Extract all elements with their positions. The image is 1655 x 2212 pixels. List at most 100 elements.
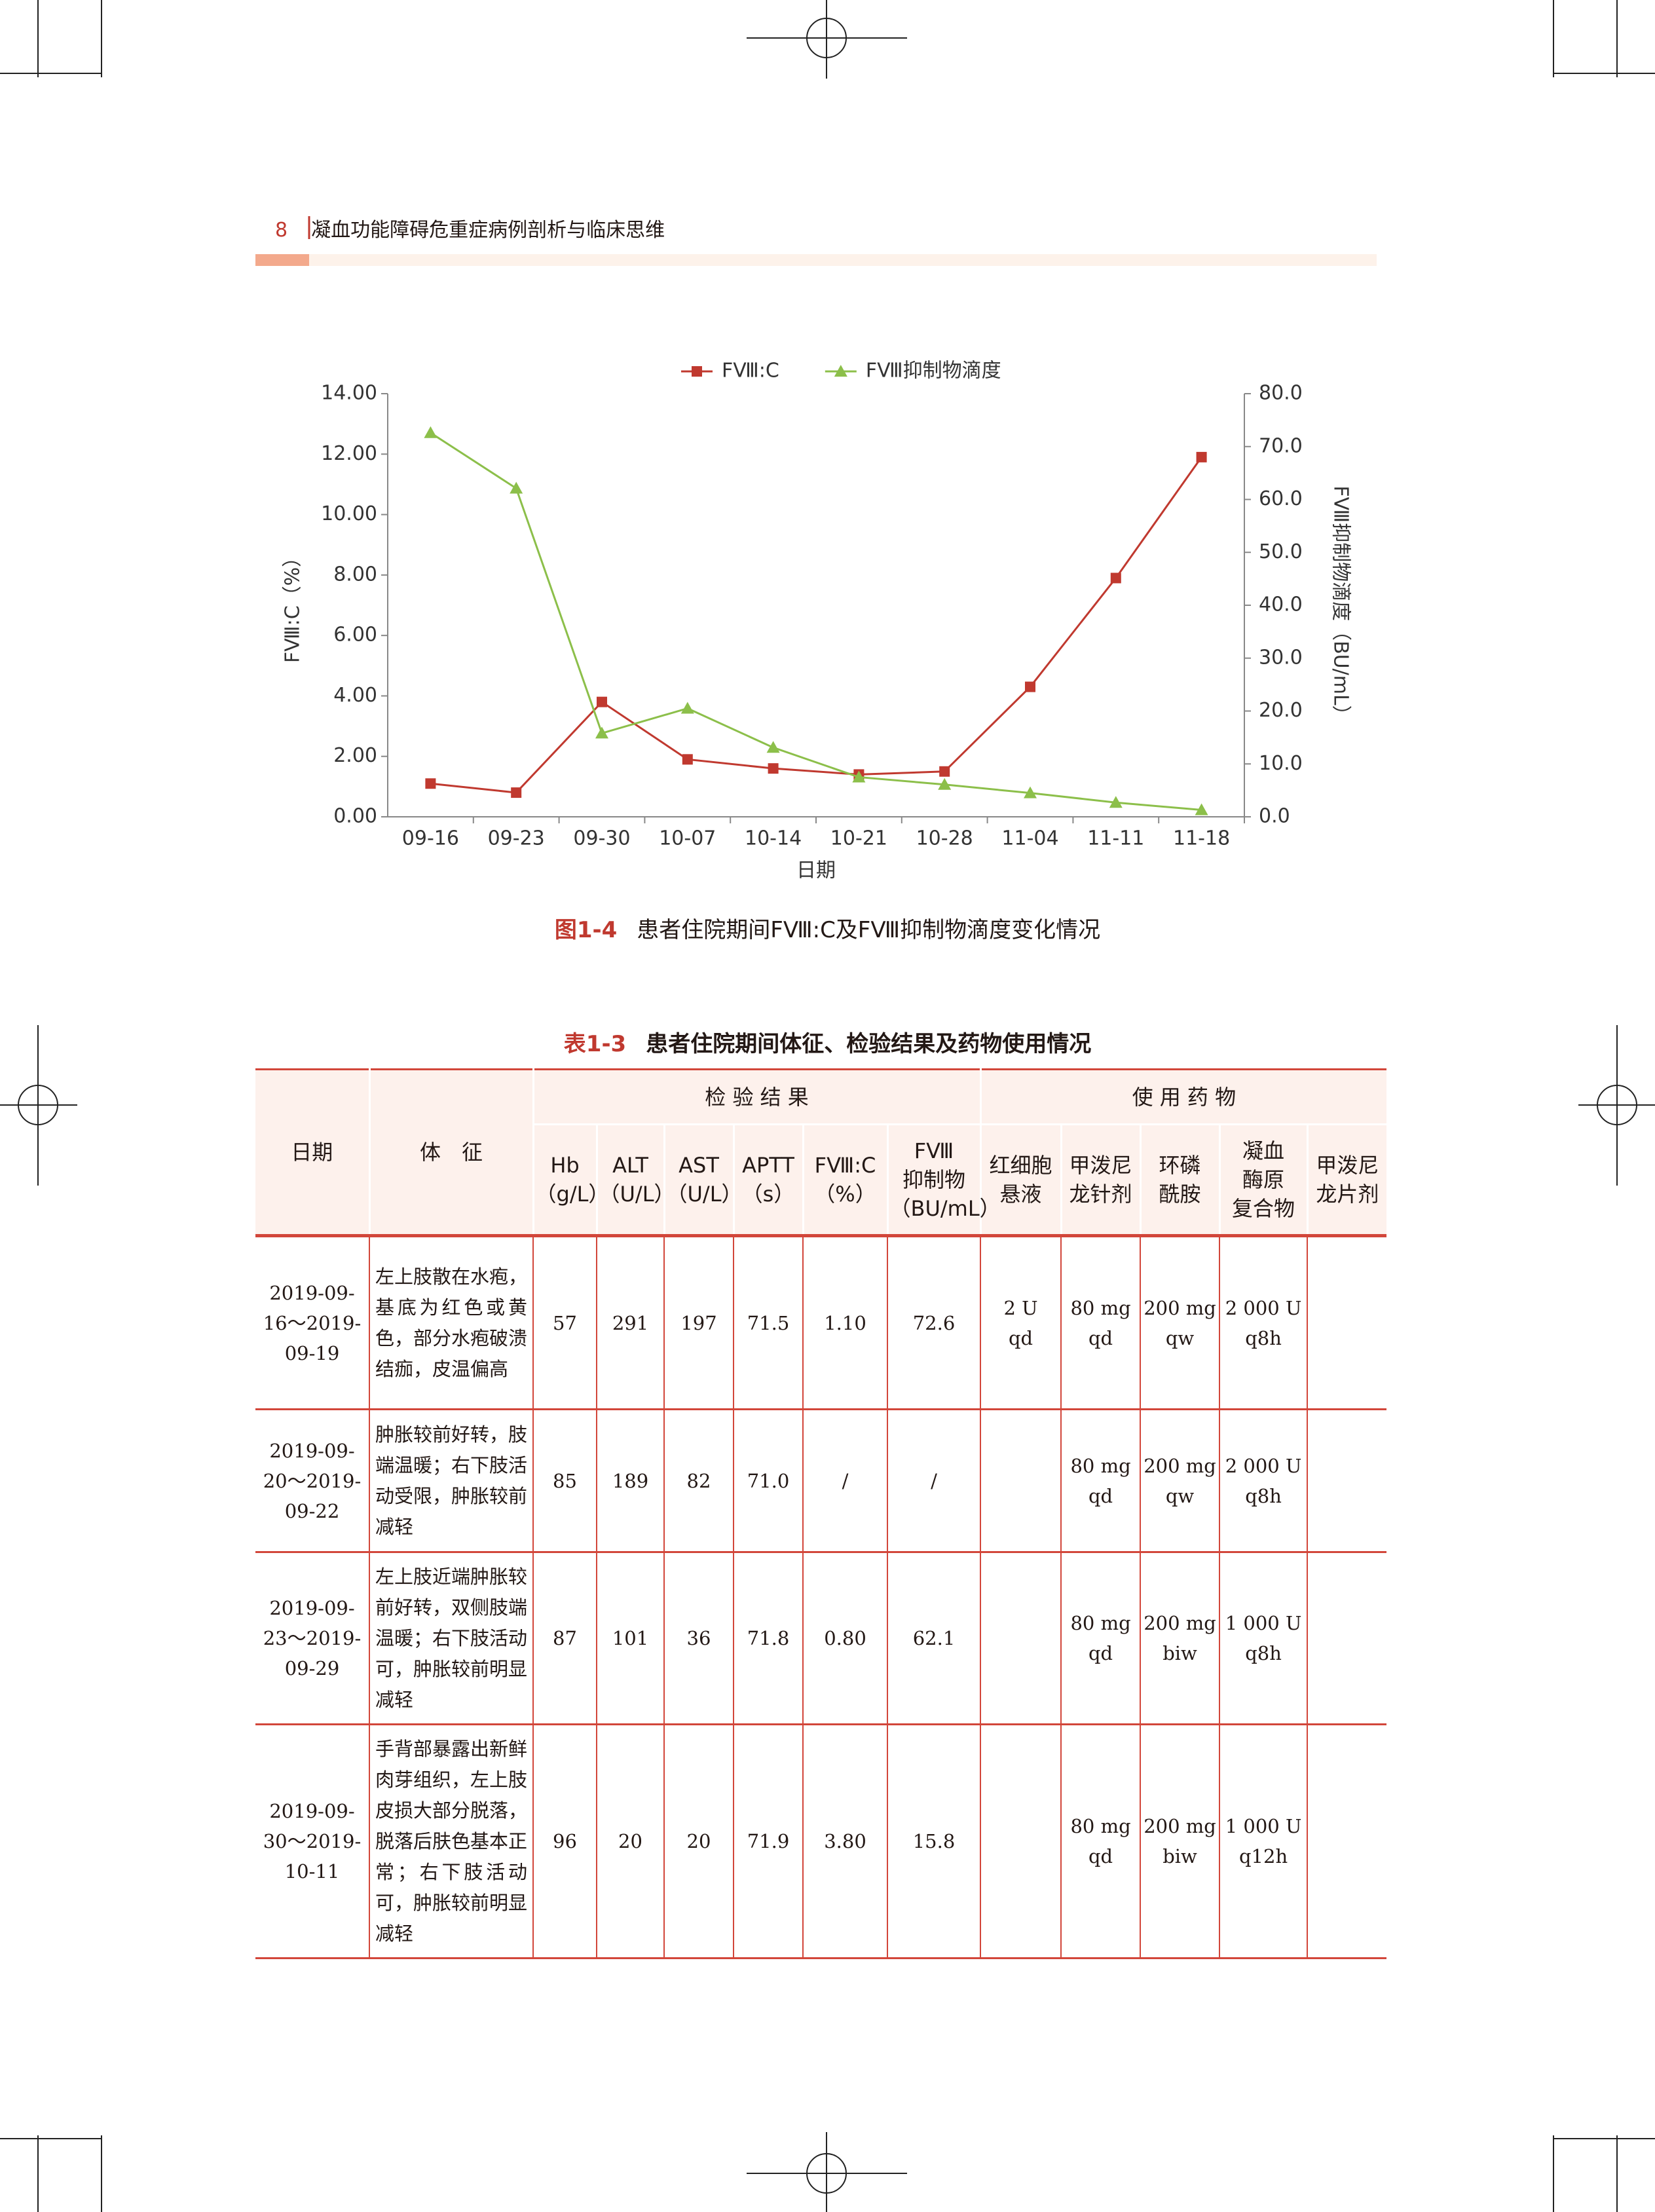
y2-tick-label: 0.0 — [1259, 805, 1290, 828]
table-cell: 2019-09-16～2019-09-19 — [255, 1235, 369, 1410]
x-tick-label: 11-18 — [1173, 827, 1230, 850]
table-cell: 80 mg qd — [1060, 1552, 1141, 1725]
legend-label: FⅧ:C — [722, 360, 779, 383]
table-cell: 肿胀较前好转，肢端温暖；右下肢活动受限，肿胀较前减轻 — [369, 1409, 533, 1553]
table-cell: 左上肢近端肿胀较前好转，双侧肢端温暖；右下肢活动可，肿胀较前明显减轻 — [369, 1552, 533, 1725]
y2-tick-label: 50.0 — [1259, 540, 1303, 563]
y-tick-label: 6.00 — [333, 624, 377, 647]
table-cell: 80 mg qd — [1060, 1409, 1141, 1553]
data-point — [682, 754, 693, 765]
table-cell: 85 — [532, 1409, 597, 1553]
table-cell: / — [886, 1409, 981, 1553]
column-header: 体 征 — [368, 1068, 534, 1237]
table-cell: 200 mg qw — [1140, 1235, 1220, 1410]
x-axis-label: 日期 — [796, 859, 836, 882]
y2-tick-label: 40.0 — [1259, 593, 1303, 616]
x-tick-label: 10-14 — [745, 827, 802, 850]
column-header: 凝血 酶原 复合物 — [1218, 1124, 1309, 1237]
series-line — [430, 457, 1202, 794]
data-point — [424, 426, 437, 438]
table-cell: 0.80 — [802, 1552, 887, 1725]
x-tick-label: 11-04 — [1001, 827, 1058, 850]
data-point — [1025, 681, 1035, 692]
table-cell: 3.80 — [802, 1724, 887, 1959]
y2-tick-label: 60.0 — [1259, 487, 1303, 510]
column-header: FⅧ:C （%） — [802, 1124, 889, 1237]
column-header: 日期 — [255, 1068, 371, 1237]
y-tick-label: 4.00 — [333, 684, 377, 707]
x-tick-label: 11-11 — [1087, 827, 1144, 850]
figure-caption: 图1-4 患者住院期间FⅧ:C及FⅧ抑制物滴度变化情况 — [0, 912, 1655, 944]
legend-marker — [692, 366, 702, 377]
table-row: 2019-09-16～2019-09-19 左上肢散在水疱，基底为红色或黄色，部分… — [255, 1235, 1387, 1410]
table-cell: 1 000 U q12h — [1219, 1724, 1308, 1959]
data-point — [768, 763, 779, 774]
header-row: Hb （g/L） ALT （U/L） AST （U/L） APTT （s） FⅧ:C （… — [255, 1124, 1387, 1237]
legend-label: FⅧ抑制物滴度 — [866, 360, 1001, 383]
table-cell: 57 — [532, 1235, 597, 1410]
data-table: 日期体 征检 验 结 果使 用 药 物 Hb （g/L） ALT （U/L） AST … — [255, 1068, 1387, 1959]
column-header: 甲泼尼 龙针剂 — [1060, 1124, 1142, 1237]
y-tick-label: 2.00 — [333, 744, 377, 767]
table-cell: 200 mg qw — [1140, 1409, 1220, 1553]
y2-tick-label: 20.0 — [1259, 699, 1303, 722]
column-header: Hb （g/L） — [533, 1124, 609, 1237]
table-cell: 1.10 — [802, 1235, 887, 1410]
data-point — [1109, 796, 1123, 808]
figure-label: 图1-4 — [554, 917, 618, 943]
table-cell: 左上肢散在水疱，基底为红色或黄色，部分水疱破溃结痂，皮温偏高 — [369, 1235, 533, 1410]
table-cell: 200 mg biw — [1140, 1552, 1220, 1725]
running-header: 8 凝血功能障碍危重症病例剖析与临床思维 — [275, 214, 665, 242]
x-tick-label: 09-16 — [402, 827, 459, 850]
data-point — [425, 778, 436, 789]
table-cell — [980, 1724, 1062, 1959]
series-line — [430, 432, 1202, 811]
table-cell: 71.0 — [733, 1409, 803, 1553]
data-point — [938, 778, 952, 790]
table-cell: 20 — [596, 1724, 664, 1959]
table-cell: 手背部暴露出新鲜肉芽组织，左上肢皮损大部分脱落，脱落后肤色基本正常；右下肢活动可… — [369, 1724, 533, 1959]
y-tick-label: 14.00 — [321, 382, 377, 405]
x-tick-label: 10-07 — [659, 827, 716, 850]
table-row: 2019-09-30～2019-10-11 手背部暴露出新鲜肉芽组织，左上肢皮损大… — [255, 1724, 1387, 1959]
page-number: 8 — [275, 219, 288, 242]
table-cell: / — [802, 1409, 887, 1553]
table-cell: 101 — [596, 1552, 664, 1725]
x-tick-label: 09-30 — [573, 827, 630, 850]
table-caption-text: 患者住院期间体征、检验结果及药物使用情况 — [646, 1031, 1092, 1057]
data-point — [939, 766, 950, 777]
table-cell: 1 000 U q8h — [1219, 1552, 1308, 1725]
table-cell: 2019-09-20～2019-09-22 — [255, 1409, 369, 1553]
data-point — [597, 696, 607, 707]
y2-axis-label: FⅧ抑制物滴度（BU/mL） — [1330, 485, 1352, 724]
group-header: 使 用 药 物 — [979, 1068, 1387, 1125]
y2-tick-label: 10.0 — [1259, 752, 1303, 775]
table-row: 2019-09-23～2019-09-29 左上肢近端肿胀较前好转，双侧肢端温暖；… — [255, 1552, 1387, 1725]
column-header: FⅧ 抑制物 （BU/mL） — [886, 1124, 1001, 1237]
table-cell: 20 — [663, 1724, 734, 1959]
table-cell: 2 U qd — [980, 1235, 1062, 1410]
x-tick-label: 10-28 — [916, 827, 973, 850]
table-cell: 62.1 — [886, 1552, 981, 1725]
data-point — [1195, 803, 1208, 815]
table-cell: 2019-09-30～2019-10-11 — [255, 1724, 369, 1959]
table-cell: 71.8 — [733, 1552, 803, 1725]
y-tick-label: 10.00 — [321, 502, 377, 525]
y-tick-label: 0.00 — [333, 805, 377, 828]
group-header: 检 验 结 果 — [532, 1068, 982, 1125]
data-point — [1196, 451, 1207, 462]
book-title: 凝血功能障碍危重症病例剖析与临床思维 — [311, 219, 665, 242]
y-tick-label: 8.00 — [333, 563, 377, 586]
y2-tick-label: 80.0 — [1259, 382, 1303, 405]
table-caption: 表1-3 患者住院期间体征、检验结果及药物使用情况 — [0, 1026, 1655, 1058]
table-cell: 291 — [596, 1235, 664, 1410]
data-point — [511, 787, 522, 798]
data-point — [510, 481, 523, 494]
table-row: 2019-09-20～2019-09-22 肿胀较前好转，肢端温暖；右下肢活动受限… — [255, 1409, 1387, 1553]
table-cell — [1307, 1724, 1387, 1959]
table-cell: 15.8 — [886, 1724, 981, 1959]
column-header: APTT （s） — [732, 1124, 804, 1237]
data-point — [852, 770, 866, 783]
